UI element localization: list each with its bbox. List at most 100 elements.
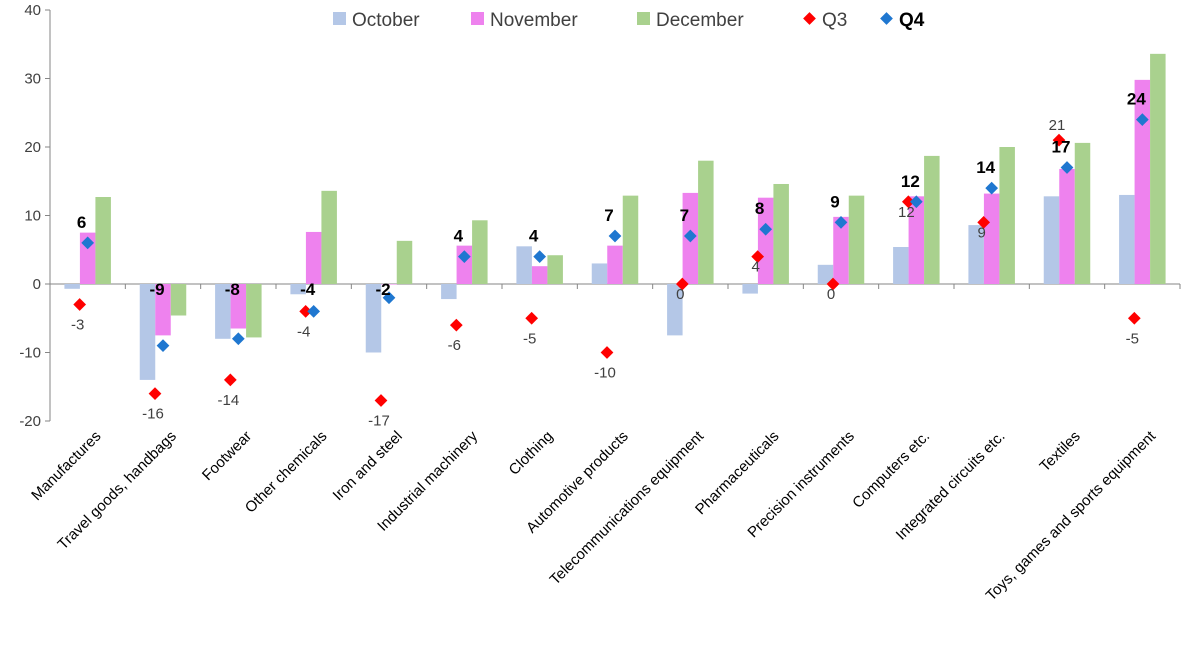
bar-november-travel-goods-handbags — [155, 284, 171, 336]
bar-november-textiles — [1059, 168, 1075, 284]
bar-november-other-chemicals — [305, 231, 322, 284]
bar-october-manufactures — [64, 284, 80, 289]
bar-december-iron-and-steel — [396, 240, 413, 284]
q4-value-label: -2 — [375, 280, 390, 299]
bar-october-footwear — [215, 284, 231, 339]
marker-q3-other-chemicals — [299, 305, 313, 318]
legend-label-q3: Q3 — [822, 10, 847, 31]
bars-group — [64, 53, 1166, 380]
q3-value-label: 4 — [751, 259, 759, 276]
data-labels-group: 6 -3 -9 -16 -8 -14 -4 -4 -2 -17 4 -6 4 -5 7 -10 7 0 8 4 9 0 12… — [71, 90, 1146, 430]
q3-value-label: 21 — [1049, 117, 1066, 134]
marker-q3-toys-games-and-sports-equipment — [1127, 311, 1141, 325]
legend-label-november: November — [490, 10, 578, 31]
q3-value-label: -5 — [523, 330, 536, 347]
marker-q3-clothing — [525, 311, 539, 325]
q3-value-label: -4 — [297, 323, 310, 340]
q3-value-label: -5 — [1126, 330, 1139, 347]
marker-q4-manufactures — [81, 236, 95, 250]
bar-october-textiles — [1043, 196, 1060, 284]
legend-swatch-q4 — [880, 12, 893, 25]
bar-december-precision-instruments — [848, 195, 865, 284]
legend-swatch-q3 — [803, 12, 816, 25]
q4-value-label: 4 — [454, 227, 464, 246]
legend-swatch-november — [471, 12, 484, 25]
bar-december-integrated-circuits-etc — [999, 147, 1015, 284]
bar-december-toys-games-and-sports-equipment — [1150, 53, 1166, 285]
y-tick-label: -20 — [19, 413, 41, 430]
marker-q3-travel-goods-handbags — [148, 387, 162, 400]
bar-october-other-chemicals — [290, 284, 306, 295]
q4-value-label: 12 — [901, 172, 920, 191]
bar-november-clothing — [531, 266, 548, 284]
bar-december-footwear — [246, 284, 262, 338]
bar-december-travel-goods-handbags — [170, 284, 187, 316]
bar-october-automotive-products — [591, 263, 608, 284]
bar-november-pharmaceuticals — [757, 197, 774, 284]
bar-december-industrial-machinery — [472, 220, 488, 284]
marker-q3-automotive-products — [600, 346, 614, 359]
bar-december-telecommunications-equipment — [698, 160, 714, 284]
marker-q4-iron-and-steel — [382, 291, 396, 305]
q4-value-label: 8 — [755, 199, 764, 218]
bar-december-other-chemicals — [321, 190, 337, 284]
marker-q3-iron-and-steel — [374, 394, 388, 407]
legend-label-q4: Q4 — [899, 10, 925, 31]
marker-q4-industrial-machinery — [457, 250, 471, 263]
q3-value-label: -16 — [142, 406, 164, 423]
bar-december-automotive-products — [622, 195, 639, 284]
bar-october-iron-and-steel — [365, 284, 382, 353]
legend-label-december: December — [656, 10, 744, 31]
bar-november-toys-games-and-sports-equipment — [1134, 79, 1151, 285]
q3-value-label: -3 — [71, 317, 84, 334]
x-category-label: Manufactures — [28, 428, 104, 504]
q3-value-label: -10 — [594, 365, 616, 382]
x-category-label: Footwear — [199, 428, 255, 484]
bar-october-travel-goods-handbags — [139, 284, 156, 380]
q4-value-label: 7 — [680, 206, 689, 225]
bar-october-precision-instruments — [817, 264, 834, 284]
y-tick-label: 10 — [24, 208, 41, 225]
bar-october-toys-games-and-sports-equipment — [1119, 194, 1135, 284]
bar-october-integrated-circuits-etc — [968, 225, 984, 284]
x-category-label: Telecommunications equipment — [547, 427, 708, 588]
q3-value-label: -6 — [448, 337, 461, 354]
bar-october-telecommunications-equipment — [667, 284, 683, 336]
legend: October November December Q3 Q4 — [333, 10, 925, 31]
q4-value-label: 6 — [77, 213, 86, 232]
bar-october-pharmaceuticals — [742, 284, 758, 294]
x-category-label: Toys, games and sports equipment — [983, 427, 1160, 604]
bar-december-pharmaceuticals — [773, 183, 789, 284]
bar-december-computers-etc — [924, 155, 940, 284]
legend-swatch-december — [637, 12, 650, 25]
q3-value-label: -17 — [368, 412, 390, 429]
q4-value-label: -9 — [149, 280, 164, 299]
marker-q4-other-chemicals — [307, 305, 321, 318]
q3-value-label: -14 — [217, 392, 239, 409]
bar-november-computers-etc — [908, 196, 925, 284]
x-category-label: Textiles — [1036, 428, 1083, 475]
q3-value-label: 9 — [977, 224, 985, 241]
q4-value-label: 17 — [1052, 138, 1071, 157]
bar-november-footwear — [230, 284, 247, 329]
bar-december-textiles — [1074, 142, 1091, 284]
bar-october-industrial-machinery — [441, 284, 457, 300]
x-category-label: Clothing — [506, 428, 557, 479]
bar-october-computers-etc — [893, 247, 909, 284]
bar-october-clothing — [516, 246, 532, 284]
bar-november-manufactures — [79, 232, 96, 284]
y-tick-label: 20 — [24, 139, 41, 156]
bar-november-iron-and-steel — [381, 284, 397, 285]
q3-value-label: 0 — [827, 286, 835, 303]
marker-q4-integrated-circuits-etc — [985, 181, 999, 195]
q3-value-label: 0 — [676, 286, 684, 303]
bar-november-integrated-circuits-etc — [983, 193, 1000, 284]
y-tick-label: 0 — [33, 276, 41, 293]
marker-q3-footwear — [223, 373, 237, 387]
bar-november-automotive-products — [607, 245, 623, 284]
q4-value-label: 24 — [1127, 90, 1146, 109]
x-category-label: Computers etc. — [849, 428, 933, 512]
